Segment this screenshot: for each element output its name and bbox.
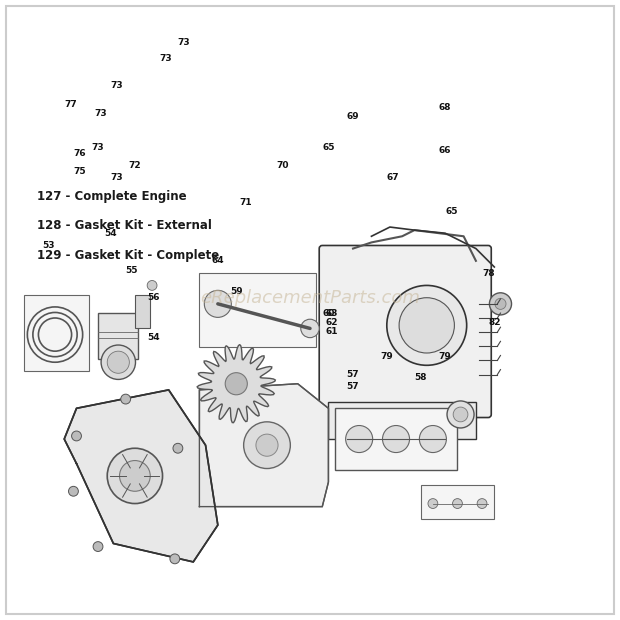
Text: 66: 66 [439, 146, 451, 155]
Text: 78: 78 [482, 268, 495, 278]
Text: 65: 65 [322, 143, 335, 152]
Text: 73: 73 [110, 81, 123, 91]
Text: 64: 64 [211, 256, 224, 265]
Bar [24, 294, 89, 371]
Circle shape [383, 425, 410, 453]
Text: 69: 69 [347, 112, 360, 121]
Text: 54: 54 [104, 229, 117, 237]
Bar [135, 294, 150, 329]
Text: 57: 57 [347, 370, 360, 379]
Text: 128 - Gasket Kit - External: 128 - Gasket Kit - External [37, 219, 211, 232]
Text: 73: 73 [159, 53, 172, 63]
Circle shape [69, 486, 78, 496]
Circle shape [121, 394, 131, 404]
Circle shape [101, 345, 136, 379]
Circle shape [120, 461, 150, 491]
Text: 73: 73 [178, 38, 190, 47]
Text: 127 - Complete Engine: 127 - Complete Engine [37, 190, 186, 203]
Text: eReplacementParts.com: eReplacementParts.com [200, 289, 420, 307]
Circle shape [453, 407, 468, 422]
Circle shape [477, 498, 487, 508]
Text: 77: 77 [64, 100, 77, 108]
Bar [98, 313, 138, 359]
Bar [335, 409, 458, 470]
Text: 73: 73 [110, 174, 123, 182]
Text: 129 - Gasket Kit - Complete: 129 - Gasket Kit - Complete [37, 249, 219, 262]
Circle shape [399, 298, 454, 353]
Circle shape [107, 448, 162, 503]
Circle shape [205, 290, 231, 317]
Circle shape [256, 434, 278, 456]
Text: 71: 71 [239, 198, 252, 207]
Polygon shape [197, 345, 275, 423]
Text: 55: 55 [126, 265, 138, 275]
Text: 70: 70 [276, 161, 288, 170]
Circle shape [225, 373, 247, 395]
Circle shape [147, 280, 157, 290]
Bar [200, 273, 316, 347]
Circle shape [489, 293, 511, 315]
Text: 65: 65 [445, 207, 458, 216]
Text: 82: 82 [488, 318, 500, 327]
Text: 58: 58 [414, 373, 427, 382]
Text: 79: 79 [439, 352, 451, 361]
Circle shape [173, 443, 183, 453]
Circle shape [244, 422, 290, 469]
Circle shape [387, 285, 467, 365]
Text: 62: 62 [326, 318, 338, 327]
Circle shape [447, 401, 474, 428]
Text: 56: 56 [147, 293, 159, 302]
Circle shape [453, 498, 463, 508]
Circle shape [428, 498, 438, 508]
Circle shape [419, 425, 446, 453]
Text: 75: 75 [73, 167, 86, 176]
Text: 63: 63 [326, 309, 338, 317]
Text: 59: 59 [230, 287, 242, 296]
Circle shape [107, 351, 130, 373]
Text: 60: 60 [322, 309, 335, 317]
Text: 54: 54 [147, 333, 159, 342]
Text: 68: 68 [439, 103, 451, 112]
Text: 72: 72 [128, 161, 141, 170]
Text: 76: 76 [73, 149, 86, 158]
Circle shape [170, 554, 180, 564]
Text: 61: 61 [326, 327, 338, 336]
Circle shape [301, 319, 319, 338]
Text: 73: 73 [95, 109, 107, 118]
Text: 67: 67 [387, 174, 399, 182]
FancyBboxPatch shape [319, 246, 491, 417]
Text: 73: 73 [92, 143, 104, 152]
Circle shape [93, 542, 103, 551]
Circle shape [71, 431, 81, 441]
Circle shape [345, 425, 373, 453]
Bar [420, 485, 494, 519]
Circle shape [495, 298, 506, 309]
Bar [329, 402, 476, 439]
Text: 57: 57 [347, 383, 360, 391]
Text: 79: 79 [381, 352, 393, 361]
Polygon shape [64, 390, 218, 562]
Polygon shape [200, 384, 329, 507]
Text: 53: 53 [43, 241, 55, 250]
